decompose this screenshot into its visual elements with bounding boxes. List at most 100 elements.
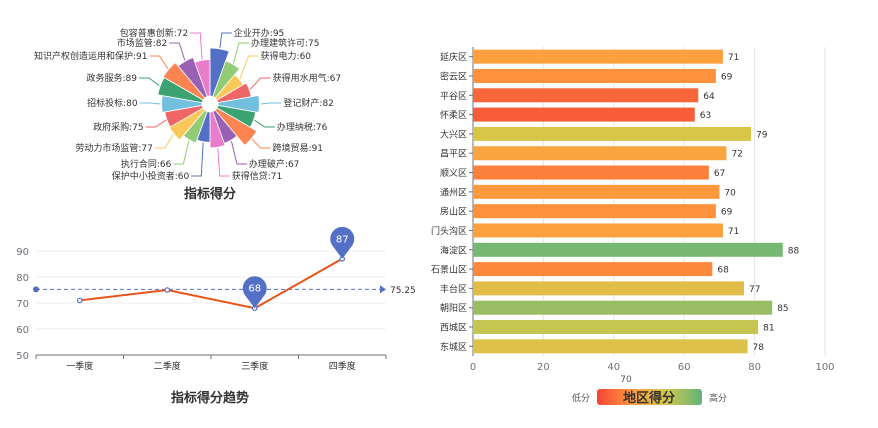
- bar-xtick-label: 60: [678, 362, 691, 373]
- bar-value-label: 63: [700, 111, 711, 121]
- rose-data-label: 办理建筑许可:75: [251, 37, 320, 49]
- bar-xtick-label: 0: [470, 362, 476, 373]
- bar-xtick-label: 80: [748, 362, 761, 373]
- rose-data-label: 登记财产:82: [283, 97, 334, 109]
- bar-value-label: 69: [721, 72, 733, 82]
- rose-leader-line: [145, 119, 167, 128]
- visual-map-low-label: 低分: [572, 392, 590, 404]
- rose-slice: [168, 107, 206, 141]
- bar-value-label: 88: [788, 246, 800, 256]
- rose-data-label: 企业开办:95: [234, 27, 285, 39]
- bar: [473, 300, 773, 315]
- bar-category-label: 昌平区: [440, 149, 467, 160]
- rose-leader-line: [232, 42, 249, 64]
- rose-data-label: 政务服务:89: [86, 72, 137, 84]
- bar-category-label: 延庆区: [440, 51, 467, 63]
- rose-data-label: 劳动力市场监管:77: [75, 142, 153, 154]
- bar-value-label: 77: [749, 285, 760, 295]
- line-ytick-label: 80: [16, 273, 29, 284]
- rose-slice: [212, 60, 241, 99]
- bar-xtick-label: 20: [537, 362, 550, 373]
- rose-leader-line: [173, 140, 190, 165]
- rose-leader-line: [169, 42, 186, 61]
- visual-map-title: 地区得分: [623, 390, 675, 406]
- line-ytick-label: 90: [16, 247, 29, 258]
- rose-leader-line: [249, 77, 271, 90]
- average-line-arrow: [380, 285, 386, 294]
- rose-leader-line: [138, 77, 160, 86]
- rose-slice: [194, 59, 211, 97]
- bar-value-label: 69: [721, 208, 733, 218]
- bar-category-label: 怀柔区: [440, 109, 467, 121]
- bar: [473, 223, 723, 238]
- line-point: [76, 297, 83, 304]
- bar-value-label: 79: [756, 130, 768, 140]
- rose-data-label: 市场监管:82: [117, 37, 168, 49]
- rose-slice: [162, 62, 206, 101]
- rose-data-label: 获得电力:60: [261, 50, 312, 62]
- bar-value-label: 70: [724, 188, 736, 198]
- rose-leader-line: [254, 119, 275, 128]
- rose-data-label: 办理破产:67: [249, 158, 300, 170]
- bar-category-label: 东城区: [440, 341, 467, 353]
- bar-xtick-label: 40: [607, 362, 620, 373]
- bar: [473, 146, 727, 161]
- bar-value-label: 68: [717, 266, 729, 276]
- bar-category-label: 石景山区: [431, 265, 467, 276]
- rose-data-label: 获得信贷:71: [232, 170, 283, 182]
- average-line-label: 75.25: [390, 286, 416, 296]
- line-point: [164, 287, 171, 293]
- bar: [473, 339, 748, 354]
- bar-value-label: 67: [714, 169, 725, 179]
- bar-value-label: 71: [728, 227, 739, 237]
- rose-leader-line: [190, 32, 203, 60]
- rose-leader-line: [251, 138, 271, 149]
- bar: [473, 184, 720, 199]
- rose-data-label: 保护中小投资者:60: [112, 170, 190, 182]
- bar: [473, 49, 723, 64]
- line-xtick-label: 一季度: [66, 360, 93, 372]
- visual-map-bar[interactable]: [597, 389, 702, 405]
- bar: [473, 262, 713, 277]
- rose-slice: [209, 111, 226, 149]
- bar-category-label: 平谷区: [440, 91, 467, 102]
- visual-map-value-label: 70: [620, 375, 632, 385]
- rose-leader-line: [239, 55, 259, 79]
- line-xtick-label: 四季度: [329, 360, 356, 372]
- line-ytick-label: 70: [16, 299, 29, 310]
- rose-slice: [209, 47, 230, 97]
- rose-data-label: 政府采购:75: [93, 121, 144, 133]
- visual-map-high-label: 高分: [709, 392, 727, 404]
- rose-data-label: 知识产权创造运用和保护:91: [34, 50, 148, 62]
- rose-leader-line: [154, 134, 174, 149]
- bar-category-label: 大兴区: [440, 128, 467, 140]
- bar: [473, 88, 699, 103]
- bar-category-label: 房山区: [440, 206, 467, 218]
- line-ytick-label: 50: [16, 351, 29, 362]
- line-xtick-label: 二季度: [154, 360, 181, 372]
- rose-leader-line: [149, 55, 169, 69]
- rose-data-label: 执行合同:66: [121, 158, 172, 170]
- visual-map[interactable]: 低分 地区得分 高分 70: [572, 375, 727, 406]
- line-chart: 50 60 70 80 90 一季度 二季度 三季度 四季度 75.25 68 87: [16, 226, 416, 372]
- rose-leader-line: [217, 148, 230, 177]
- bar-category-label: 西城区: [440, 323, 467, 334]
- rose-slice: [214, 107, 258, 146]
- mark-point-pin: [242, 276, 267, 309]
- rose-slice: [217, 94, 260, 114]
- line-ytick-label: 60: [16, 325, 29, 336]
- rose-leader-line: [260, 102, 282, 105]
- line-xtick-label: 三季度: [241, 360, 268, 372]
- bar-category-label: 海淀区: [440, 244, 467, 256]
- bar-xtick-label: 100: [815, 362, 834, 373]
- bar: [473, 281, 745, 296]
- bar-value-label: 78: [753, 343, 765, 353]
- rose-data-label: 跨境贸易:91: [273, 142, 324, 154]
- bar: [473, 165, 709, 180]
- bar: [473, 242, 783, 257]
- bar-category-label: 门头沟区: [431, 225, 467, 237]
- mark-point-pin: [330, 226, 355, 259]
